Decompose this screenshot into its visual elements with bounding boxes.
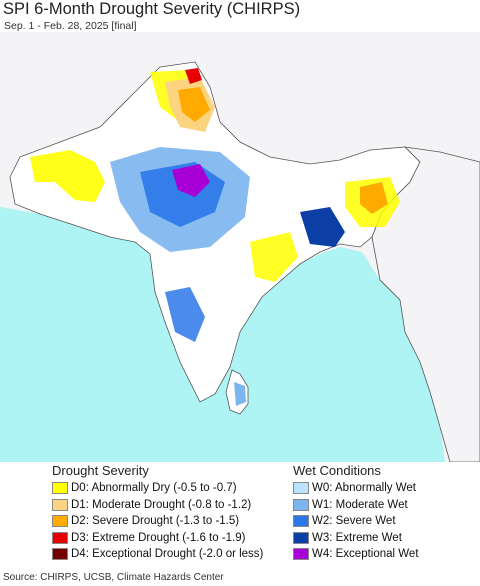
legend-drought-heading: Drought Severity (52, 463, 149, 478)
legend-label-d4: D4: Exceptional Drought (-2.0 or less) (71, 548, 264, 561)
legend-label-d0: D0: Abnormally Dry (-0.5 to -0.7) (71, 482, 237, 495)
drought-d2-north (178, 87, 210, 122)
legend-swatch-w1 (293, 498, 309, 511)
drought-d3-north (185, 68, 202, 84)
map-title: SPI 6-Month Drought Severity (CHIRPS) (3, 0, 301, 18)
legend-swatch-w3 (293, 531, 309, 544)
legend-swatch-d4 (52, 548, 68, 561)
legend-label-w1: W1: Moderate Wet (312, 498, 408, 511)
legend-item-w4: W4: Exceptional Wet (293, 546, 480, 563)
legend-swatch-w0 (293, 482, 309, 495)
legend-swatch-d3 (52, 531, 68, 544)
legend-swatch-d1 (52, 498, 68, 511)
legend-label-w2: W2: Severe Wet (312, 515, 396, 528)
legend-item-w0: W0: Abnormally Wet (293, 480, 480, 497)
legend-item-d4: D4: Exceptional Drought (-2.0 or less) (52, 546, 292, 563)
legend-label-w0: W0: Abnormally Wet (312, 482, 416, 495)
legend-drought: Drought Severity D0: Abnormally Dry (-0.… (52, 462, 292, 568)
southeast-asia-land (371, 146, 480, 462)
legend-item-w1: W1: Moderate Wet (293, 497, 480, 514)
legend-item-w3: W3: Extreme Wet (293, 530, 480, 547)
map-canvas (0, 32, 480, 462)
source-credit: Source: CHIRPS, UCSB, Climate Hazards Ce… (3, 572, 224, 583)
legend-label-w4: W4: Exceptional Wet (312, 548, 419, 561)
legend-swatch-w2 (293, 515, 309, 528)
drought-d0-west (30, 150, 105, 202)
legend-swatch-w4 (293, 548, 309, 561)
legend-swatch-d2 (52, 515, 68, 528)
drought-map (0, 32, 480, 462)
wet-w4-central (172, 164, 210, 197)
drought-d0-se (250, 232, 298, 282)
ocean (0, 207, 445, 462)
map-subtitle: Sep. 1 - Feb. 28, 2025 [final] (4, 20, 137, 32)
wet-w2-south (165, 287, 205, 342)
wet-w3-east (300, 207, 345, 247)
legend-item-d1: D1: Moderate Drought (-0.8 to -1.2) (52, 497, 292, 514)
legend-swatch-d0 (52, 482, 68, 495)
legend-wet: Wet Conditions W0: Abnormally Wet W1: Mo… (293, 462, 480, 568)
legend-label-d1: D1: Moderate Drought (-0.8 to -1.2) (71, 498, 252, 511)
drought-d2-east (360, 182, 388, 214)
legend-label-w3: W3: Extreme Wet (312, 531, 402, 544)
legend-label-d2: D2: Severe Drought (-1.3 to -1.5) (71, 515, 240, 528)
legend-item-w2: W2: Severe Wet (293, 513, 480, 530)
legend-label-d3: D3: Extreme Drought (-1.6 to -1.9) (71, 531, 246, 544)
legend-item-d3: D3: Extreme Drought (-1.6 to -1.9) (52, 530, 292, 547)
wet-w1-srilanka (234, 382, 246, 406)
legend-item-d0: D0: Abnormally Dry (-0.5 to -0.7) (52, 480, 292, 497)
legend-item-d2: D2: Severe Drought (-1.3 to -1.5) (52, 513, 292, 530)
legend-wet-heading: Wet Conditions (293, 463, 381, 478)
